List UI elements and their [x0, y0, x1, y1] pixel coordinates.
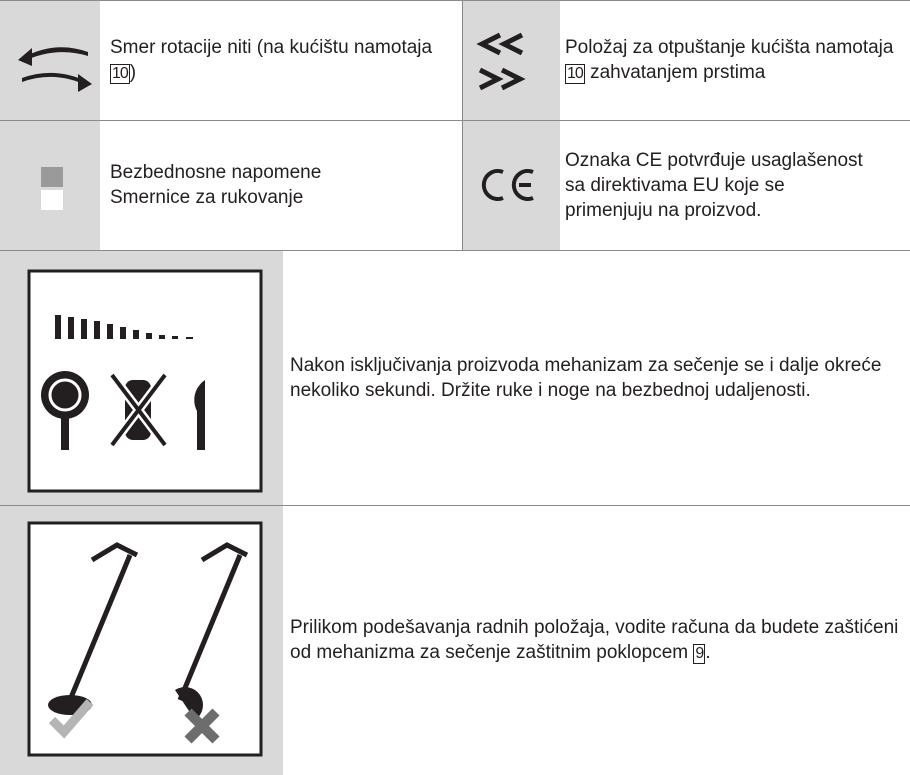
text: Smer rotacije niti (na kućištu namotaja — [110, 37, 433, 58]
divider — [0, 120, 910, 121]
reference: 10 — [110, 64, 130, 84]
text: Nakon isključivanja proizvoda mehanizam … — [290, 354, 882, 401]
divider — [0, 0, 910, 1]
reference: 9 — [693, 644, 706, 664]
text-cell: Smer rotacije niti (na kućištu namotaja … — [110, 10, 450, 110]
text: Smernice za rukovanje — [110, 187, 304, 208]
text: . — [705, 642, 711, 663]
text: Oznaka CE potvrđuje usaglašenost sa dire… — [565, 149, 863, 221]
text: Prilikom podešavanja radnih položaja, vo… — [290, 617, 899, 663]
text-cell: Položaj za otpuštanje kućišta namotaja 1… — [565, 10, 895, 110]
text: Položaj za otpuštanje kućišta namotaja — [565, 37, 894, 58]
divider — [0, 250, 910, 251]
text-cell: Bezbednosne napomene Smernice za rukovanj… — [110, 120, 450, 250]
text: ) — [129, 62, 137, 83]
divider — [462, 0, 463, 250]
text-cell: Prilikom podešavanja radnih položaja, vo… — [290, 505, 900, 775]
reference: 10 — [565, 64, 585, 84]
divider — [0, 505, 910, 506]
text: Bezbednosne napomene — [110, 162, 322, 183]
text: zahvatanjem prstima — [584, 62, 766, 83]
text-cell: Oznaka CE potvrđuje usaglašenost sa dire… — [565, 120, 865, 250]
text-cell: Nakon isključivanja proizvoda mehanizam … — [290, 250, 900, 505]
